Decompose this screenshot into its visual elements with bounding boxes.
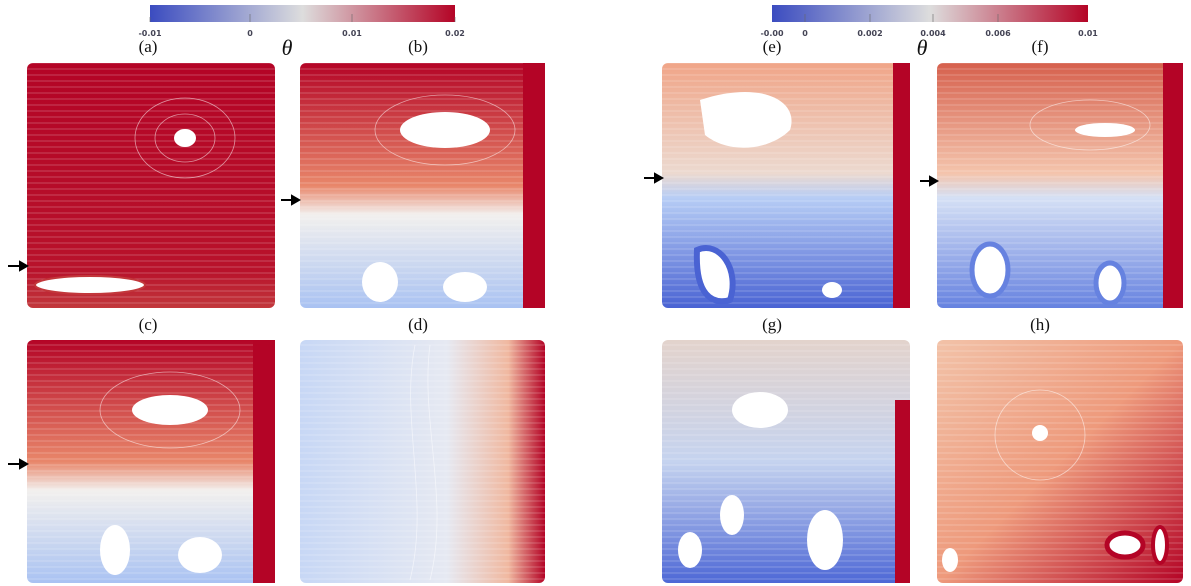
panel-label: (g)	[762, 315, 782, 334]
colorbar-tick-label: 0	[802, 29, 808, 38]
colorbar-tick-label: 0.006	[985, 29, 1011, 38]
panel-e	[662, 63, 910, 308]
colorbar-tick-label: 0.002	[857, 29, 882, 38]
arrows	[8, 172, 940, 470]
colorbar-tick-label: 0.01	[342, 29, 362, 38]
panel-g	[662, 340, 910, 583]
panel-label: (h)	[1030, 315, 1050, 334]
colorbar-tick-label: -0.00	[760, 29, 783, 38]
colorbar-tick-label: 0.02	[445, 29, 465, 38]
panel-label: (e)	[763, 37, 782, 56]
colorbar-symbol: θ	[917, 35, 928, 60]
panel-f	[937, 63, 1183, 308]
panel-a	[27, 63, 275, 308]
colorbar-ticks	[149, 14, 999, 22]
panel-label: (f)	[1032, 37, 1049, 56]
colorbar	[150, 5, 455, 22]
panel-h	[937, 340, 1183, 583]
panel-label: (a)	[139, 37, 158, 56]
panel-b	[300, 63, 545, 308]
colorbar-symbol: θ	[282, 35, 293, 60]
colorbar-tick-label: 0.01	[1078, 29, 1098, 38]
colorbar	[772, 5, 1088, 22]
panel-label: (c)	[139, 315, 158, 334]
panel-c	[27, 340, 275, 583]
panel-label: (d)	[408, 315, 428, 334]
panel-d	[300, 340, 545, 583]
panel-label: (b)	[408, 37, 428, 56]
colorbar-tick-label: 0	[247, 29, 253, 38]
colorbar-tick-label: -0.01	[138, 29, 161, 38]
colorbar-tick-label: 0.004	[920, 29, 946, 38]
